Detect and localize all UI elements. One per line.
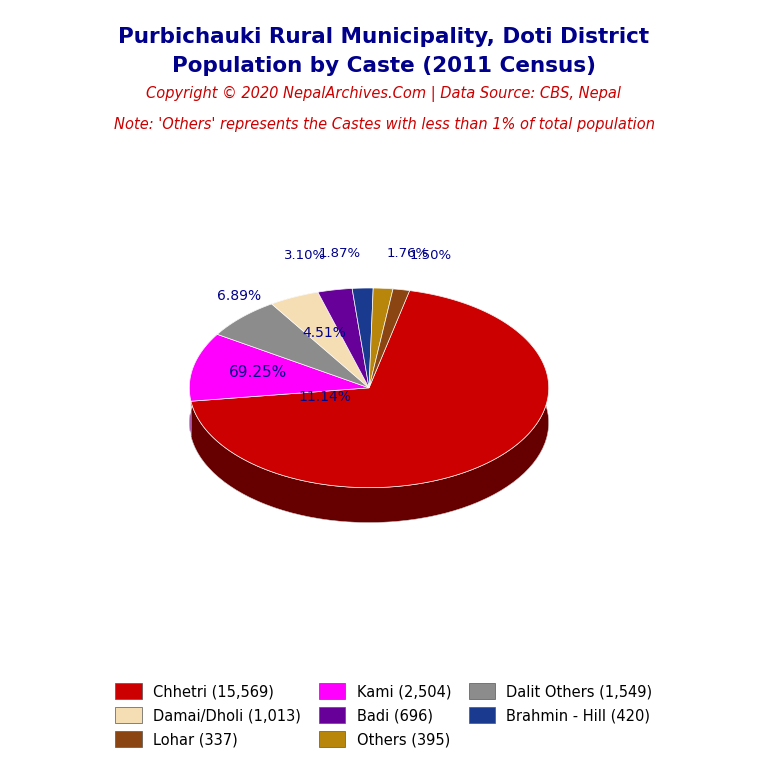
Text: 1.50%: 1.50% [409,249,452,262]
Text: 6.89%: 6.89% [217,290,261,303]
Text: Copyright © 2020 NepalArchives.Com | Data Source: CBS, Nepal: Copyright © 2020 NepalArchives.Com | Dat… [147,86,621,102]
Text: 1.76%: 1.76% [386,247,429,260]
Polygon shape [352,288,373,388]
Polygon shape [190,334,369,401]
Polygon shape [369,289,409,388]
Polygon shape [191,290,548,522]
Polygon shape [190,334,217,436]
Text: 69.25%: 69.25% [228,366,286,380]
Text: 1.87%: 1.87% [319,247,361,260]
Text: Purbichauki Rural Municipality, Doti District: Purbichauki Rural Municipality, Doti Dis… [118,27,650,47]
Polygon shape [217,304,369,388]
Text: 4.51%: 4.51% [302,326,346,340]
Polygon shape [373,288,393,324]
Legend: Chhetri (15,569), Damai/Dholi (1,013), Lohar (337), Kami (2,504), Badi (696), Ot: Chhetri (15,569), Damai/Dholi (1,013), L… [110,677,658,753]
Polygon shape [217,304,272,369]
Polygon shape [352,288,373,323]
Polygon shape [318,289,369,388]
Ellipse shape [189,323,548,522]
Text: 3.10%: 3.10% [284,249,326,262]
Polygon shape [318,289,352,327]
Polygon shape [393,289,409,326]
Text: 11.14%: 11.14% [299,390,352,405]
Polygon shape [272,292,318,339]
Text: Note: 'Others' represents the Castes with less than 1% of total population: Note: 'Others' represents the Castes wit… [114,117,654,132]
Text: Population by Caste (2011 Census): Population by Caste (2011 Census) [172,56,596,76]
Polygon shape [272,292,369,388]
Polygon shape [191,290,548,488]
Polygon shape [369,288,393,388]
